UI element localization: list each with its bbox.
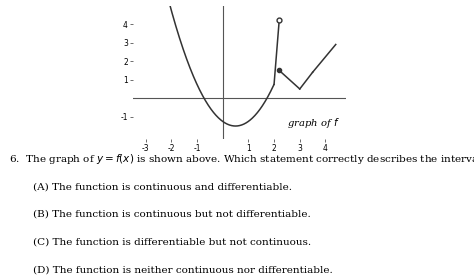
Text: (B) The function is continuous but not differentiable.: (B) The function is continuous but not d… (33, 210, 311, 219)
Text: (C) The function is differentiable but not continuous.: (C) The function is differentiable but n… (33, 238, 311, 247)
Text: 6.  The graph of $y = f(x)$ is shown above. Which statement correctly describes : 6. The graph of $y = f(x)$ is shown abov… (9, 152, 474, 165)
Text: graph of $f$: graph of $f$ (287, 116, 340, 130)
Text: (A) The function is continuous and differentiable.: (A) The function is continuous and diffe… (33, 182, 292, 191)
Text: (D) The function is neither continuous nor differentiable.: (D) The function is neither continuous n… (33, 265, 333, 274)
